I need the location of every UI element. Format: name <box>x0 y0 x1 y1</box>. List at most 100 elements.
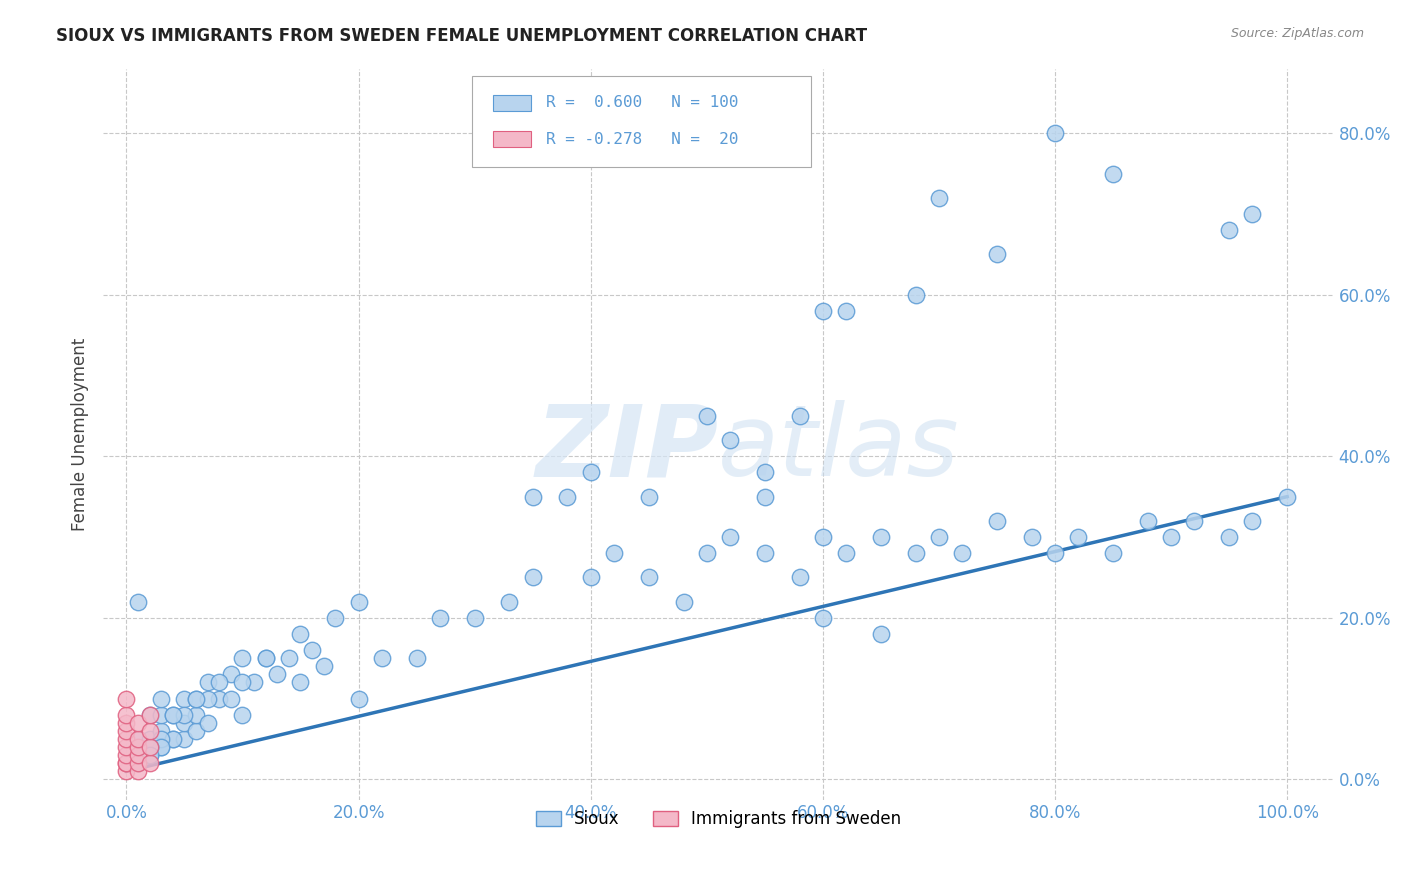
Point <box>986 247 1008 261</box>
Point <box>1241 207 1264 221</box>
Point <box>115 748 138 763</box>
Point <box>162 731 184 746</box>
Point <box>1102 167 1125 181</box>
Point <box>811 530 834 544</box>
Point <box>718 433 741 447</box>
Point <box>986 514 1008 528</box>
Point <box>184 691 207 706</box>
Bar <box>494 131 531 147</box>
Point <box>150 739 173 754</box>
Point <box>1043 546 1066 560</box>
Point <box>603 546 626 560</box>
Point <box>789 409 811 423</box>
Point <box>138 739 160 754</box>
Point <box>312 659 335 673</box>
Point <box>127 748 149 763</box>
Point <box>950 546 973 560</box>
Point <box>115 707 138 722</box>
Text: ZIP: ZIP <box>536 401 718 497</box>
Point <box>115 723 138 738</box>
Point <box>789 570 811 584</box>
Point <box>347 691 370 706</box>
Bar <box>494 95 531 111</box>
Point <box>150 723 173 738</box>
Point <box>127 756 149 771</box>
Text: atlas: atlas <box>718 401 960 497</box>
Point <box>1160 530 1182 544</box>
Point <box>150 739 173 754</box>
Point <box>811 611 834 625</box>
Point <box>557 490 579 504</box>
Point <box>138 748 160 763</box>
Point <box>1182 514 1205 528</box>
Point <box>522 490 544 504</box>
Point <box>1021 530 1043 544</box>
Point <box>115 739 138 754</box>
Point <box>835 303 858 318</box>
Point <box>1043 126 1066 140</box>
Point <box>870 530 893 544</box>
Point <box>150 707 173 722</box>
Point <box>290 627 312 641</box>
Point <box>173 707 195 722</box>
Point <box>1136 514 1159 528</box>
Point <box>219 691 242 706</box>
Point <box>870 627 893 641</box>
Point <box>637 490 659 504</box>
Text: R = -0.278   N =  20: R = -0.278 N = 20 <box>546 132 738 147</box>
Point <box>371 651 394 665</box>
Point <box>696 546 718 560</box>
Point <box>266 667 288 681</box>
Point <box>208 675 231 690</box>
Text: SIOUX VS IMMIGRANTS FROM SWEDEN FEMALE UNEMPLOYMENT CORRELATION CHART: SIOUX VS IMMIGRANTS FROM SWEDEN FEMALE U… <box>56 27 868 45</box>
Point <box>115 756 138 771</box>
Point <box>197 715 219 730</box>
Point <box>219 667 242 681</box>
Point <box>115 764 138 779</box>
Point <box>290 675 312 690</box>
Point <box>184 707 207 722</box>
Point <box>138 723 160 738</box>
Point <box>301 643 323 657</box>
Point <box>243 675 266 690</box>
Point <box>197 675 219 690</box>
Point <box>173 731 195 746</box>
Point <box>173 691 195 706</box>
Point <box>150 731 173 746</box>
Point <box>184 723 207 738</box>
Point <box>1218 223 1240 237</box>
Point <box>928 530 950 544</box>
Point <box>754 546 776 560</box>
Point <box>150 691 173 706</box>
Y-axis label: Female Unemployment: Female Unemployment <box>72 337 89 531</box>
Point <box>208 691 231 706</box>
Point <box>162 707 184 722</box>
Point <box>162 707 184 722</box>
Point <box>138 707 160 722</box>
Point <box>115 691 138 706</box>
Point <box>928 191 950 205</box>
Point <box>1241 514 1264 528</box>
Point <box>197 691 219 706</box>
Point <box>464 611 486 625</box>
Point <box>138 739 160 754</box>
Point <box>429 611 451 625</box>
Point <box>254 651 277 665</box>
Point <box>162 731 184 746</box>
Point <box>323 611 346 625</box>
Point <box>754 490 776 504</box>
Point <box>127 764 149 779</box>
FancyBboxPatch shape <box>472 76 811 167</box>
Point <box>115 715 138 730</box>
Point <box>115 731 138 746</box>
Point <box>904 546 927 560</box>
Text: Source: ZipAtlas.com: Source: ZipAtlas.com <box>1230 27 1364 40</box>
Point <box>579 466 602 480</box>
Point <box>138 756 160 771</box>
Point <box>127 731 149 746</box>
Point <box>1277 490 1299 504</box>
Point <box>522 570 544 584</box>
Point <box>904 287 927 301</box>
Point <box>173 715 195 730</box>
Point <box>718 530 741 544</box>
